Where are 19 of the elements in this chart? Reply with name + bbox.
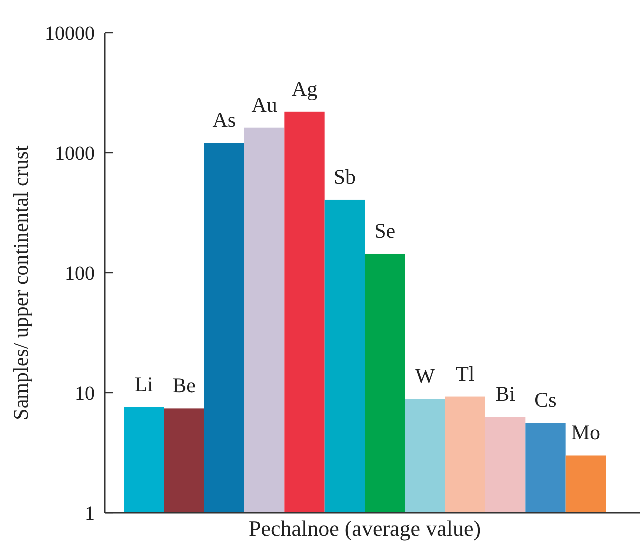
y-tick-label: 1	[85, 503, 95, 525]
x-tick-label: Li	[134, 372, 154, 396]
x-tick-label: Au	[252, 92, 278, 117]
y-axis-title: Samples/ upper continental crust	[9, 145, 33, 420]
y-tick-label: 10	[75, 383, 95, 405]
x-tick-label: Mo	[571, 420, 601, 445]
y-tick-label: 10000	[45, 23, 95, 45]
x-tick-label: W	[415, 364, 436, 388]
x-tick-label: Bi	[496, 382, 516, 406]
x-tick-label: Se	[374, 218, 396, 243]
x-axis-title: Pechalnoe (average value)	[248, 516, 482, 541]
x-tick-label: Tl	[456, 362, 475, 386]
x-tick-label: Cs	[534, 388, 557, 412]
x-tick-label: Sb	[334, 164, 356, 189]
x-tick-label: Be	[172, 374, 196, 398]
x-tick-label: As	[212, 108, 236, 132]
y-tick-label: 100	[65, 263, 95, 285]
y-tick-label: 1000	[55, 143, 95, 165]
x-tick-label: Ag	[292, 76, 318, 101]
